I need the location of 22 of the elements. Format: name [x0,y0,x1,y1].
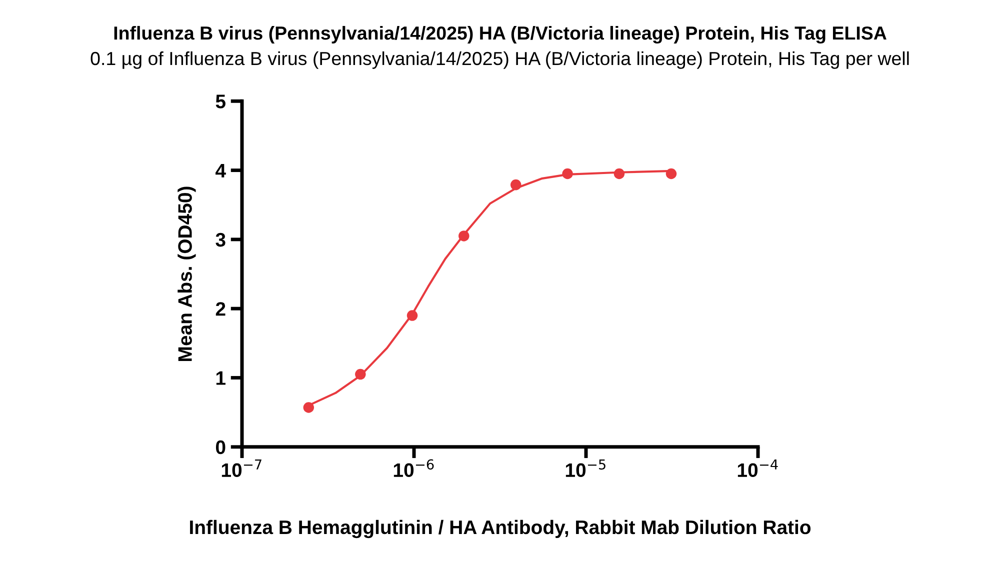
y-tick-label: 2 [216,302,226,316]
y-tick-label: 4 [216,164,226,178]
x-tick-label: 10$^{−7}$ [222,459,262,478]
point [614,168,625,180]
y-axis-title: Mean Abs. (OD450) [178,186,196,361]
point [562,168,573,180]
point [355,368,366,380]
point [666,168,677,180]
point [458,230,470,242]
y-tick-label: 0 [216,440,226,454]
y-tick-label: 5 [216,94,226,108]
x-axis-title: Influenza B Hemagglutinin / HA Antibody, Rabbit Mab Dilution Ratio [190,520,811,538]
x-tick-label: 10$^{−6}$ [394,459,434,478]
y-tick-label: 1 [216,371,226,385]
y-tick-label: 3 [216,232,226,247]
chart-subtitle: 0.1 µg of Influenza B virus (Pennsylvania/14/2025) HA (B/Victoria lineage) Protein, His Tag per well [90,51,909,69]
chart-title: Influenza B virus (Pennsylvania/14/2025) HA (B/Victoria lineage) Protein, His Tag ELISA [114,26,886,44]
x-tick-label: 10$^{−4}$ [738,459,778,478]
point [510,179,522,190]
x-tick-label: 10$^{−5}$ [566,459,606,478]
point [303,402,314,413]
point [406,310,418,321]
